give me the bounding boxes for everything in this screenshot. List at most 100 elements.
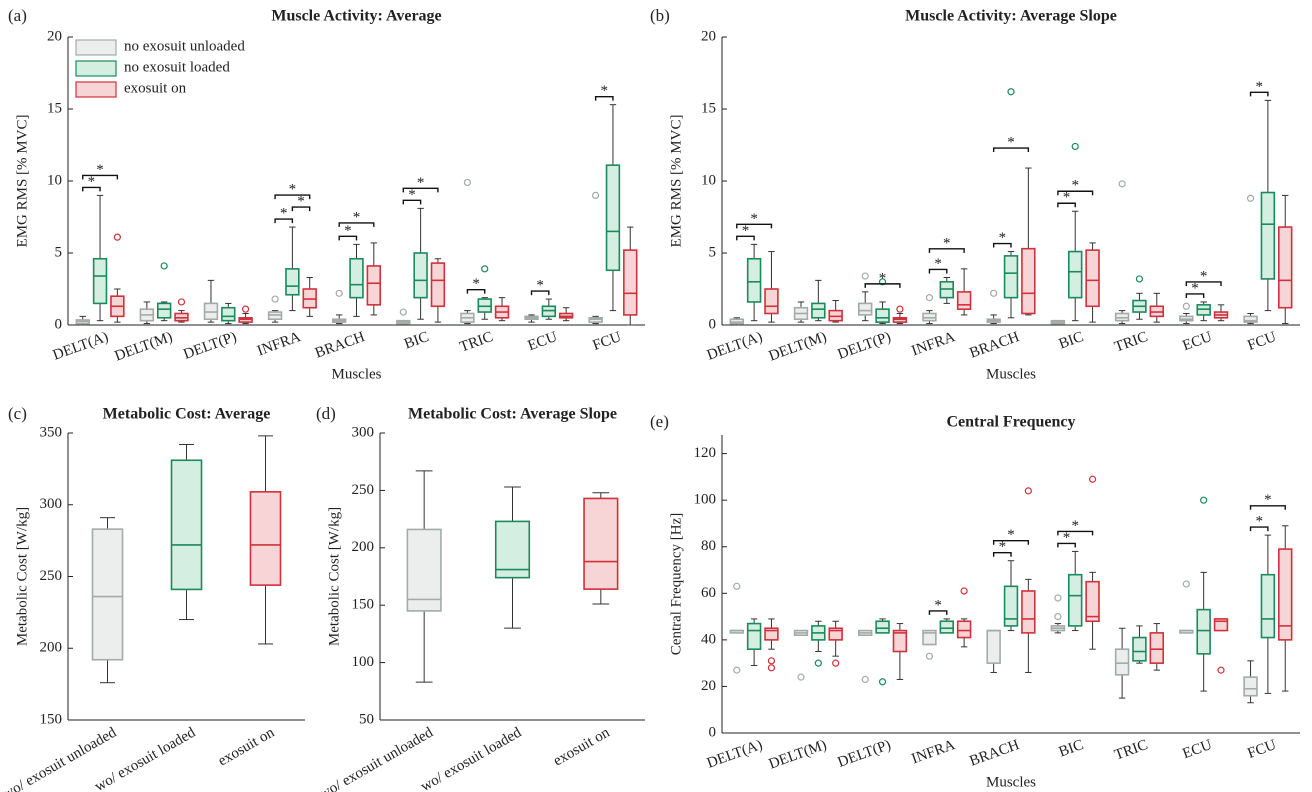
significance-label: * [1264, 492, 1272, 508]
significance-bracket [1057, 530, 1094, 536]
significance-label: * [1200, 268, 1208, 284]
outlier [896, 305, 904, 313]
significance-label: * [88, 174, 96, 190]
outlier [1182, 302, 1190, 310]
significance-bracket [1249, 91, 1269, 97]
x-tick-label: DELT(A) [705, 329, 765, 364]
x-tick-label: exosuit on [215, 724, 277, 769]
box [1243, 676, 1258, 697]
chart-title: Muscle Activity: Average [271, 8, 441, 25]
significance-label: * [879, 270, 887, 286]
outlier [767, 664, 776, 672]
y-tick-label: 5 [55, 244, 63, 260]
box [1260, 573, 1276, 639]
box [1260, 191, 1276, 280]
significance-label: * [742, 223, 750, 239]
x-tick-label: DELT(M) [113, 329, 175, 365]
box [623, 249, 638, 316]
box [939, 620, 954, 634]
box [1243, 315, 1258, 323]
y-tick-label: 200 [40, 640, 63, 656]
significance-label: * [536, 278, 544, 294]
box [156, 302, 172, 319]
x-tick-label: BRACH [968, 329, 1022, 362]
significance-label: * [408, 187, 416, 203]
box [1213, 618, 1229, 632]
outlier [733, 666, 741, 674]
significance-label: * [934, 597, 942, 613]
significance-bracket [1185, 293, 1205, 298]
x-axis-label: Muscles [986, 366, 1036, 382]
significance-bracket [1057, 190, 1094, 196]
significance-bracket [291, 206, 311, 212]
outlier [1054, 594, 1062, 602]
x-tick-label: INFRA [910, 329, 958, 359]
y-tick-label: 100 [352, 654, 375, 670]
significance-bracket [992, 540, 1030, 545]
outlier [1054, 612, 1062, 621]
outlier [814, 659, 822, 667]
significance-bracket [1185, 281, 1222, 286]
x-tick-label: BIC [402, 329, 431, 353]
panel-label: (e) [650, 412, 669, 431]
box [1021, 590, 1036, 634]
outlier [1182, 580, 1190, 588]
y-axis-label: EMG RMS [% MVC] [668, 115, 684, 248]
outlier [878, 678, 887, 686]
legend-label: no exosuit loaded [124, 59, 230, 75]
box [366, 265, 382, 306]
outlier [113, 233, 121, 241]
outlier [960, 587, 968, 595]
significance-bracket [530, 290, 550, 296]
x-tick-label: INFRA [255, 329, 303, 359]
significance-bracket [402, 187, 439, 193]
outlier [1135, 275, 1144, 283]
x-tick-label: TRIC [1112, 737, 1150, 764]
box [1278, 548, 1293, 641]
significance-bracket [274, 194, 311, 200]
box [764, 288, 779, 315]
y-tick-label: 20 [47, 28, 62, 44]
box [1149, 632, 1165, 664]
box [746, 257, 762, 303]
significance-label: * [417, 175, 425, 191]
box [430, 262, 446, 308]
significance-label: * [1063, 190, 1071, 206]
x-tick-label: DELT(P) [181, 329, 238, 363]
outlier [463, 178, 472, 187]
significance-label: * [750, 211, 758, 227]
significance-bracket [1057, 542, 1076, 548]
x-axis-label: Muscles [332, 366, 382, 382]
y-tick-label: 0 [55, 316, 63, 332]
significance-label: * [96, 162, 104, 178]
significance-label: * [1071, 178, 1079, 194]
significance-bracket [82, 174, 119, 180]
box [1085, 249, 1100, 308]
y-tick-label: 0 [709, 316, 717, 332]
significance-bracket [338, 222, 375, 227]
y-axis-label: Metabolic Cost [W/kg] [14, 507, 30, 646]
significance-label: * [934, 256, 942, 272]
significance-label: * [344, 223, 352, 239]
x-tick-label: INFRA [910, 737, 958, 767]
y-tick-label: 200 [352, 539, 375, 555]
outlier [878, 278, 887, 286]
box [1068, 573, 1083, 627]
significance-label: * [943, 235, 951, 251]
y-tick-label: 80 [701, 538, 716, 554]
chart-title: Metabolic Cost: Average [103, 406, 271, 423]
box [583, 497, 619, 590]
chart-title: Metabolic Cost: Average Slope [408, 406, 617, 423]
significance-bracket [992, 242, 1012, 248]
box [857, 302, 873, 316]
y-tick-label: 10 [47, 172, 62, 188]
y-tick-label: 300 [40, 496, 63, 512]
box [1003, 585, 1019, 627]
panel-label: (a) [8, 6, 27, 25]
box [746, 622, 762, 650]
y-tick-label: 15 [701, 100, 716, 116]
legend-swatch [75, 60, 117, 77]
box [91, 528, 124, 661]
outlier [335, 289, 343, 297]
